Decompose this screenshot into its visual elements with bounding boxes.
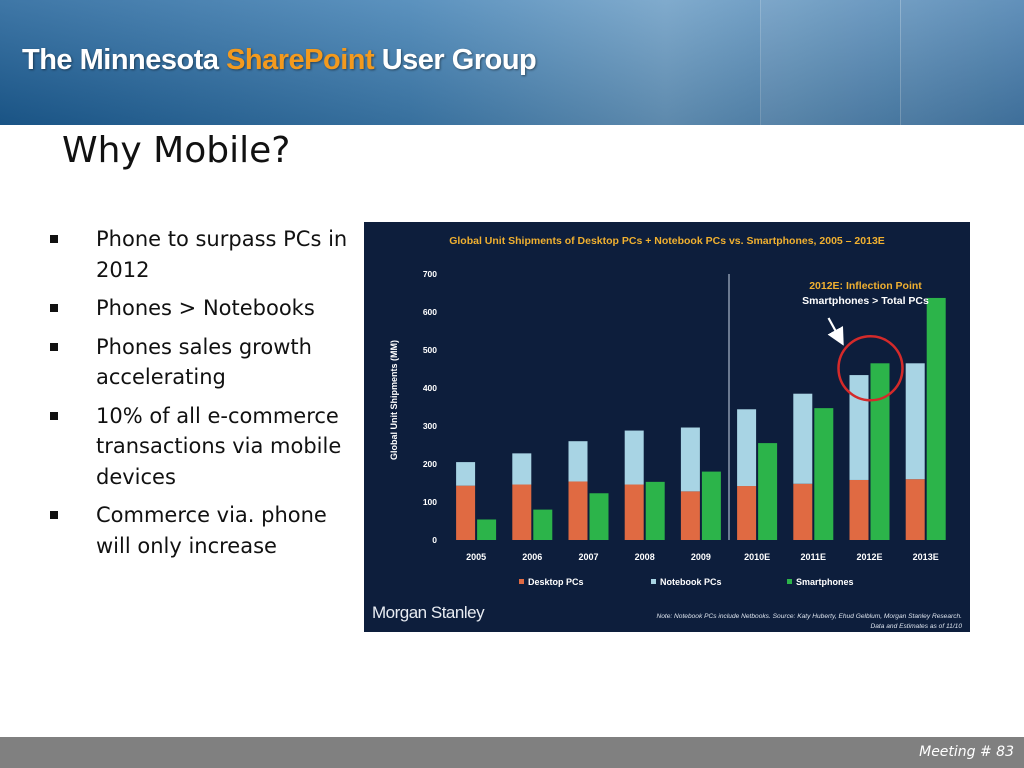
bullet-square-icon bbox=[50, 304, 58, 312]
annotation-arrow-icon bbox=[827, 317, 844, 346]
bar-notebook-pcs bbox=[905, 363, 925, 480]
bullet-square-icon bbox=[50, 235, 58, 243]
bar-notebook-pcs bbox=[680, 427, 700, 492]
bullet-item: Phones sales growth accelerating bbox=[50, 332, 350, 393]
bullet-item: Commerce via. phone will only increase bbox=[50, 500, 350, 561]
legend-swatch bbox=[519, 579, 524, 584]
y-tick-label: 600 bbox=[423, 307, 437, 317]
shipments-chart: Global Unit Shipments of Desktop PCs + N… bbox=[364, 222, 970, 632]
x-tick-label: 2010E bbox=[744, 552, 770, 562]
legend-label: Desktop PCs bbox=[528, 577, 584, 587]
bar-desktop-pcs bbox=[512, 484, 532, 540]
x-tick-label: 2009 bbox=[691, 552, 711, 562]
bar-smartphones bbox=[645, 481, 665, 540]
meeting-number: Meeting # 83 bbox=[919, 744, 1014, 760]
bar-desktop-pcs bbox=[456, 485, 476, 540]
slide-title: Why Mobile? bbox=[62, 130, 291, 171]
bullet-item: Phones > Notebooks bbox=[50, 293, 350, 324]
y-tick-label: 700 bbox=[423, 269, 437, 279]
bullet-square-icon bbox=[50, 342, 58, 351]
bar-smartphones bbox=[926, 297, 946, 540]
chart-title: Global Unit Shipments of Desktop PCs + N… bbox=[449, 235, 885, 247]
bar-desktop-pcs bbox=[849, 479, 869, 540]
y-tick-label: 100 bbox=[423, 497, 437, 507]
inflection-circle bbox=[837, 335, 904, 402]
bar-notebook-pcs bbox=[568, 441, 588, 482]
x-tick-label: 2011E bbox=[801, 552, 827, 562]
bar-notebook-pcs bbox=[849, 375, 869, 480]
footer-bar: Meeting # 83 bbox=[0, 737, 1024, 768]
x-tick-label: 2008 bbox=[635, 552, 655, 562]
bar-desktop-pcs bbox=[568, 481, 588, 540]
legend-swatch bbox=[651, 579, 656, 584]
bar-desktop-pcs bbox=[737, 486, 757, 540]
source-note: Note: Notebook PCs include Netbooks. Sou… bbox=[656, 613, 962, 620]
bar-desktop-pcs bbox=[793, 483, 813, 540]
bullet-item: Phone to surpass PCs in 2012 bbox=[50, 224, 350, 285]
y-tick-label: 500 bbox=[423, 345, 437, 355]
sharepoint-brand: SharePoint bbox=[226, 44, 375, 76]
y-axis-label: Global Unit Shipments (MM) bbox=[389, 340, 399, 460]
bullet-square-icon bbox=[50, 511, 58, 519]
bar-desktop-pcs bbox=[905, 479, 925, 540]
annotation-title: 2012E: Inflection Point bbox=[809, 280, 922, 292]
bar-smartphones bbox=[589, 493, 609, 540]
x-tick-label: 2006 bbox=[522, 552, 542, 562]
y-tick-label: 400 bbox=[423, 383, 437, 393]
bar-notebook-pcs bbox=[793, 393, 813, 484]
y-tick-label: 0 bbox=[432, 535, 437, 545]
x-tick-label: 2013E bbox=[913, 552, 939, 562]
y-tick-label: 200 bbox=[423, 459, 437, 469]
x-tick-label: 2012E bbox=[856, 552, 882, 562]
chart-legend: Desktop PCs Notebook PCs Smartphones bbox=[519, 577, 854, 587]
bar-notebook-pcs bbox=[737, 409, 757, 487]
bullet-square-icon bbox=[50, 411, 58, 420]
bar-smartphones bbox=[814, 408, 834, 540]
bar-smartphones bbox=[701, 471, 721, 540]
bar-desktop-pcs bbox=[680, 491, 700, 540]
annotation-text: Smartphones > Total PCs bbox=[802, 295, 929, 307]
bar-smartphones bbox=[870, 363, 890, 540]
bar-notebook-pcs bbox=[624, 430, 644, 485]
data-date-note: Data and Estimates as of 11/10 bbox=[870, 623, 962, 630]
bar-notebook-pcs bbox=[456, 462, 476, 486]
legend-swatch bbox=[787, 579, 792, 584]
bullet-list: Phone to surpass PCs in 2012 Phones > No… bbox=[50, 224, 350, 569]
morgan-stanley-logo: Morgan Stanley bbox=[372, 603, 485, 622]
bar-smartphones bbox=[533, 509, 553, 540]
header-banner: The Minnesota SharePoint User Group bbox=[0, 0, 1024, 125]
x-tick-label: 2005 bbox=[466, 552, 486, 562]
legend-label: Notebook PCs bbox=[660, 577, 722, 587]
bullet-item: 10% of all e-commerce transactions via m… bbox=[50, 401, 350, 493]
y-tick-label: 300 bbox=[423, 421, 437, 431]
bar-notebook-pcs bbox=[512, 453, 532, 485]
chart-svg: Global Unit Shipments of Desktop PCs + N… bbox=[372, 235, 962, 630]
group-name-title: The Minnesota SharePoint User Group bbox=[22, 44, 537, 76]
legend-label: Smartphones bbox=[796, 577, 854, 587]
bar-smartphones bbox=[758, 443, 778, 540]
bar-desktop-pcs bbox=[624, 484, 644, 540]
bar-smartphones bbox=[477, 519, 497, 540]
x-tick-label: 2007 bbox=[578, 552, 598, 562]
